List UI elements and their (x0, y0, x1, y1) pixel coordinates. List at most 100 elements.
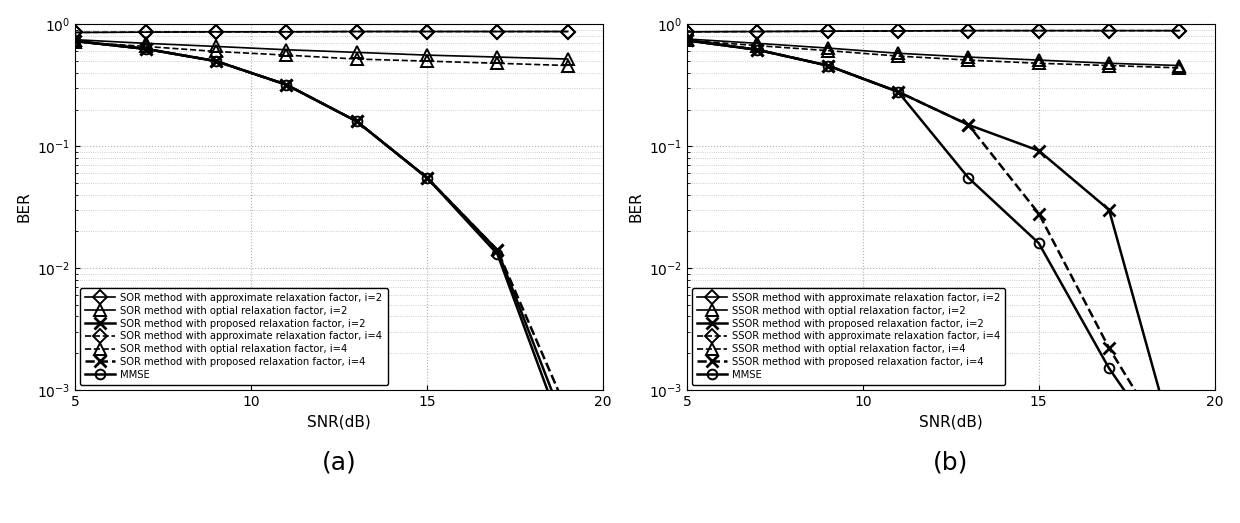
SOR method with optial relaxation factor, i=4 (350, 56, 365, 62)
MMSE (350, 118, 365, 124)
SOR method with proposed relaxation factor, i=4 (208, 58, 223, 64)
MMSE (1172, 467, 1187, 473)
SOR method with optial relaxation factor, i=2 (68, 37, 83, 43)
SSOR method with optial relaxation factor, i=4 (961, 57, 976, 63)
SSOR method with approximate relaxation factor, i=4 (750, 28, 765, 35)
SSOR method with optial relaxation factor, i=2 (821, 45, 836, 51)
SOR method with optial relaxation factor, i=4 (139, 43, 154, 50)
SOR method with proposed relaxation factor, i=4 (350, 118, 365, 124)
SSOR method with optial relaxation factor, i=4 (680, 37, 694, 43)
SSOR method with approximate relaxation factor, i=4 (680, 29, 694, 35)
Line: SSOR method with proposed relaxation factor, i=4: SSOR method with proposed relaxation fac… (681, 34, 1185, 469)
SOR method with proposed relaxation factor, i=2 (208, 58, 223, 64)
MMSE (139, 46, 154, 52)
MMSE (1032, 240, 1047, 246)
SOR method with proposed relaxation factor, i=2 (490, 247, 505, 253)
SOR method with optial relaxation factor, i=2 (350, 49, 365, 55)
Line: SSOR method with proposed relaxation factor, i=2: SSOR method with proposed relaxation fac… (681, 34, 1185, 469)
Legend: SSOR method with approximate relaxation factor, i=2, SSOR method with optial rel: SSOR method with approximate relaxation … (692, 288, 1006, 385)
Y-axis label: BER: BER (16, 192, 32, 222)
SSOR method with proposed relaxation factor, i=2 (1172, 460, 1187, 466)
MMSE (961, 175, 976, 181)
SSOR method with proposed relaxation factor, i=4 (821, 62, 836, 69)
MMSE (890, 88, 905, 95)
SOR method with optial relaxation factor, i=2 (560, 56, 575, 62)
Y-axis label: BER: BER (629, 192, 644, 222)
SOR method with proposed relaxation factor, i=2 (419, 175, 434, 181)
SSOR method with optial relaxation factor, i=4 (750, 42, 765, 49)
SOR method with optial relaxation factor, i=4 (560, 62, 575, 69)
SOR method with approximate relaxation factor, i=2 (560, 28, 575, 35)
SSOR method with optial relaxation factor, i=4 (821, 48, 836, 54)
SSOR method with approximate relaxation factor, i=2 (821, 28, 836, 35)
SSOR method with optial relaxation factor, i=4 (890, 53, 905, 59)
SSOR method with approximate relaxation factor, i=2 (1101, 28, 1116, 34)
SSOR method with proposed relaxation factor, i=2 (680, 37, 694, 43)
SOR method with proposed relaxation factor, i=4 (419, 175, 434, 181)
Line: SSOR method with approximate relaxation factor, i=2: SSOR method with approximate relaxation … (682, 26, 1184, 37)
MMSE (208, 58, 223, 64)
SSOR method with optial relaxation factor, i=2 (1172, 62, 1187, 69)
SOR method with optial relaxation factor, i=4 (208, 48, 223, 54)
SOR method with approximate relaxation factor, i=2 (279, 29, 294, 35)
SOR method with optial relaxation factor, i=4 (490, 60, 505, 66)
SOR method with approximate relaxation factor, i=2 (419, 28, 434, 35)
SOR method with optial relaxation factor, i=4 (419, 58, 434, 64)
SOR method with optial relaxation factor, i=4 (279, 52, 294, 58)
Line: SOR method with proposed relaxation factor, i=2: SOR method with proposed relaxation fact… (69, 35, 574, 438)
SSOR method with proposed relaxation factor, i=4 (680, 37, 694, 43)
SOR method with proposed relaxation factor, i=4 (68, 38, 83, 44)
Line: SSOR method with optial relaxation factor, i=2: SSOR method with optial relaxation facto… (681, 33, 1185, 72)
SSOR method with optial relaxation factor, i=4 (1101, 62, 1116, 69)
SSOR method with proposed relaxation factor, i=2 (961, 122, 976, 128)
SSOR method with proposed relaxation factor, i=2 (1101, 207, 1116, 213)
SOR method with proposed relaxation factor, i=2 (560, 429, 575, 435)
SSOR method with proposed relaxation factor, i=4 (1101, 345, 1116, 351)
SSOR method with approximate relaxation factor, i=4 (1032, 28, 1047, 34)
SOR method with proposed relaxation factor, i=4 (279, 82, 294, 88)
SOR method with approximate relaxation factor, i=4 (208, 29, 223, 35)
SOR method with optial relaxation factor, i=2 (208, 43, 223, 50)
MMSE (490, 251, 505, 257)
SSOR method with approximate relaxation factor, i=2 (680, 29, 694, 35)
SSOR method with optial relaxation factor, i=2 (680, 36, 694, 42)
SOR method with proposed relaxation factor, i=2 (68, 38, 83, 44)
SOR method with approximate relaxation factor, i=2 (350, 28, 365, 35)
SOR method with approximate relaxation factor, i=4 (139, 29, 154, 35)
Text: (b): (b) (934, 450, 968, 474)
SSOR method with proposed relaxation factor, i=2 (1032, 147, 1047, 154)
SOR method with proposed relaxation factor, i=2 (139, 46, 154, 52)
Legend: SOR method with approximate relaxation factor, i=2, SOR method with optial relax: SOR method with approximate relaxation f… (81, 288, 388, 385)
SSOR method with optial relaxation factor, i=2 (961, 54, 976, 60)
SSOR method with optial relaxation factor, i=2 (1032, 57, 1047, 63)
SOR method with optial relaxation factor, i=2 (139, 40, 154, 47)
MMSE (821, 62, 836, 69)
Line: MMSE: MMSE (71, 36, 573, 450)
SSOR method with approximate relaxation factor, i=2 (750, 28, 765, 35)
SOR method with proposed relaxation factor, i=4 (490, 247, 505, 253)
SSOR method with approximate relaxation factor, i=4 (890, 28, 905, 34)
SSOR method with approximate relaxation factor, i=4 (1172, 28, 1187, 34)
SSOR method with proposed relaxation factor, i=4 (1172, 460, 1187, 466)
MMSE (680, 37, 694, 43)
X-axis label: SNR(dB): SNR(dB) (308, 414, 371, 429)
MMSE (419, 175, 434, 181)
SOR method with optial relaxation factor, i=2 (279, 47, 294, 53)
SSOR method with optial relaxation factor, i=4 (1172, 65, 1187, 71)
SOR method with approximate relaxation factor, i=4 (68, 29, 83, 36)
SOR method with proposed relaxation factor, i=2 (279, 82, 294, 88)
Line: SOR method with approximate relaxation factor, i=2: SOR method with approximate relaxation f… (71, 27, 573, 37)
SOR method with proposed relaxation factor, i=2 (350, 118, 365, 124)
SSOR method with optial relaxation factor, i=2 (1101, 60, 1116, 66)
SOR method with approximate relaxation factor, i=2 (208, 29, 223, 35)
SOR method with approximate relaxation factor, i=4 (490, 28, 505, 35)
Line: SOR method with optial relaxation factor, i=2: SOR method with optial relaxation factor… (69, 33, 574, 65)
SSOR method with proposed relaxation factor, i=4 (961, 122, 976, 128)
SSOR method with optial relaxation factor, i=2 (890, 50, 905, 56)
SSOR method with proposed relaxation factor, i=2 (821, 62, 836, 69)
SOR method with optial relaxation factor, i=2 (490, 54, 505, 60)
Line: SOR method with proposed relaxation factor, i=4: SOR method with proposed relaxation fact… (69, 35, 574, 419)
SSOR method with optial relaxation factor, i=2 (750, 40, 765, 47)
MMSE (1101, 365, 1116, 371)
MMSE (279, 82, 294, 88)
